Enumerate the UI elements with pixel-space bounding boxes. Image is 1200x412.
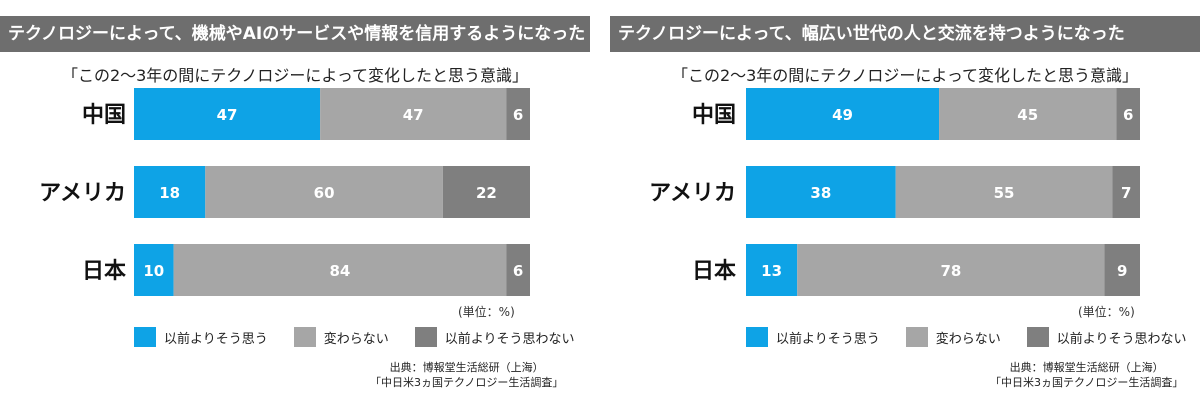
data-label: 84 bbox=[329, 262, 350, 280]
bar-segment bbox=[797, 244, 1105, 296]
category-label: アメリカ bbox=[39, 181, 126, 206]
legend-swatch bbox=[293, 327, 316, 347]
bar-segment bbox=[746, 88, 940, 140]
legend-swatch bbox=[414, 327, 437, 347]
source-line: 「中日米3ヵ国テクノロジー生活調査」 bbox=[990, 376, 1184, 389]
source-line: 出典：博報堂生活総研（上海） bbox=[389, 361, 544, 374]
legend-label: 以前よりそう思う bbox=[776, 331, 880, 347]
data-label: 6 bbox=[513, 262, 523, 280]
left-chart-panel: テクノロジーによって、機械やAIのサービスや情報を信用するようになった 「この2… bbox=[0, 0, 590, 412]
legend-label: 以前よりそう思わない bbox=[444, 331, 575, 347]
bar-segment bbox=[1112, 166, 1140, 218]
panel-header: テクノロジーによって、機械やAIのサービスや情報を信用するようになった bbox=[0, 16, 590, 52]
panel-header: テクノロジーによって、幅広い世代の人と交流を持つようになった bbox=[610, 16, 1200, 52]
unit-label: (単位：%) bbox=[458, 305, 515, 319]
legend-label: 以前よりそう思わない bbox=[1056, 331, 1187, 347]
category-label: アメリカ bbox=[649, 181, 736, 206]
legend-label: 変わらない bbox=[323, 331, 389, 347]
data-label: 55 bbox=[994, 184, 1015, 202]
unit-label: (単位：%) bbox=[1078, 305, 1135, 319]
legend: 以前よりそう思う 変わらない 以前よりそう思わない bbox=[746, 327, 1200, 347]
data-label: 47 bbox=[403, 106, 424, 124]
data-label: 45 bbox=[1017, 106, 1038, 124]
bar-segment bbox=[895, 166, 1113, 218]
data-label: 10 bbox=[143, 262, 164, 280]
bar-segment bbox=[173, 244, 507, 296]
legend-label: 以前よりそう思う bbox=[164, 331, 268, 347]
chart-subtitle: 「この2～3年の間にテクノロジーによって変化したと思う意識」 bbox=[671, 66, 1139, 85]
stacked-bar-chart: 中国 47 47 6 アメリカ 18 60 22 日本 10 84 6 bbox=[39, 88, 530, 296]
bar-segment bbox=[746, 244, 798, 296]
data-label: 7 bbox=[1121, 184, 1131, 202]
data-label: 22 bbox=[476, 184, 497, 202]
bar-segment bbox=[442, 166, 530, 218]
bar-segment bbox=[506, 88, 530, 140]
data-label: 47 bbox=[217, 106, 238, 124]
data-label: 78 bbox=[940, 262, 961, 280]
source-note: 出典：博報堂生活総研（上海） 「中日米3ヵ国テクノロジー生活調査」 bbox=[370, 360, 563, 390]
category-label: 日本 bbox=[692, 259, 736, 284]
source-note: 出典：博報堂生活総研（上海） 「中日米3ヵ国テクノロジー生活調査」 bbox=[990, 360, 1183, 390]
legend-item-more: 以前よりそう思う bbox=[134, 327, 268, 347]
source-line: 「中日米3ヵ国テクノロジー生活調査」 bbox=[370, 376, 564, 389]
right-chart-panel: テクノロジーによって、幅広い世代の人と交流を持つようになった 「この2～3年の間… bbox=[610, 0, 1200, 412]
legend-swatch bbox=[905, 327, 928, 347]
data-label: 60 bbox=[314, 184, 335, 202]
legend-item-same: 変わらない bbox=[905, 327, 1001, 347]
legend-swatch bbox=[1026, 327, 1049, 347]
category-label: 中国 bbox=[82, 103, 126, 128]
bar-segment bbox=[1116, 88, 1140, 140]
data-label: 38 bbox=[810, 184, 831, 202]
legend-item-more: 以前よりそう思う bbox=[746, 327, 880, 347]
bar-segment bbox=[939, 88, 1117, 140]
legend-item-same: 変わらない bbox=[293, 327, 389, 347]
data-label: 6 bbox=[1123, 106, 1133, 124]
bar-segment bbox=[134, 244, 174, 296]
data-label: 13 bbox=[761, 262, 782, 280]
chart-subtitle: 「この2～3年の間にテクノロジーによって変化したと思う意識」 bbox=[61, 66, 529, 85]
bar-segment bbox=[205, 166, 443, 218]
bar-segment bbox=[1104, 244, 1140, 296]
legend-swatch bbox=[746, 327, 768, 347]
stacked-bar-chart: 中国 49 45 6 アメリカ 38 55 7 日本 13 78 9 bbox=[649, 88, 1140, 296]
category-label: 中国 bbox=[692, 103, 736, 128]
source-line: 出典：博報堂生活総研（上海） bbox=[1009, 361, 1164, 374]
legend: 以前よりそう思う 変わらない 以前よりそう思わない bbox=[134, 327, 601, 347]
category-label: 日本 bbox=[82, 259, 126, 284]
bar-segment bbox=[320, 88, 507, 140]
data-label: 49 bbox=[832, 106, 853, 124]
data-label: 6 bbox=[513, 106, 523, 124]
data-label: 9 bbox=[1117, 262, 1127, 280]
bar-segment bbox=[134, 88, 321, 140]
legend-label: 変わらない bbox=[935, 331, 1001, 347]
data-label: 18 bbox=[159, 184, 180, 202]
bar-segment bbox=[506, 244, 530, 296]
bar-segment bbox=[746, 166, 896, 218]
bar-segment bbox=[134, 166, 206, 218]
legend-item-less: 以前よりそう思わない bbox=[1026, 327, 1187, 347]
legend-swatch bbox=[134, 327, 156, 347]
legend-item-less: 以前よりそう思わない bbox=[414, 327, 575, 347]
